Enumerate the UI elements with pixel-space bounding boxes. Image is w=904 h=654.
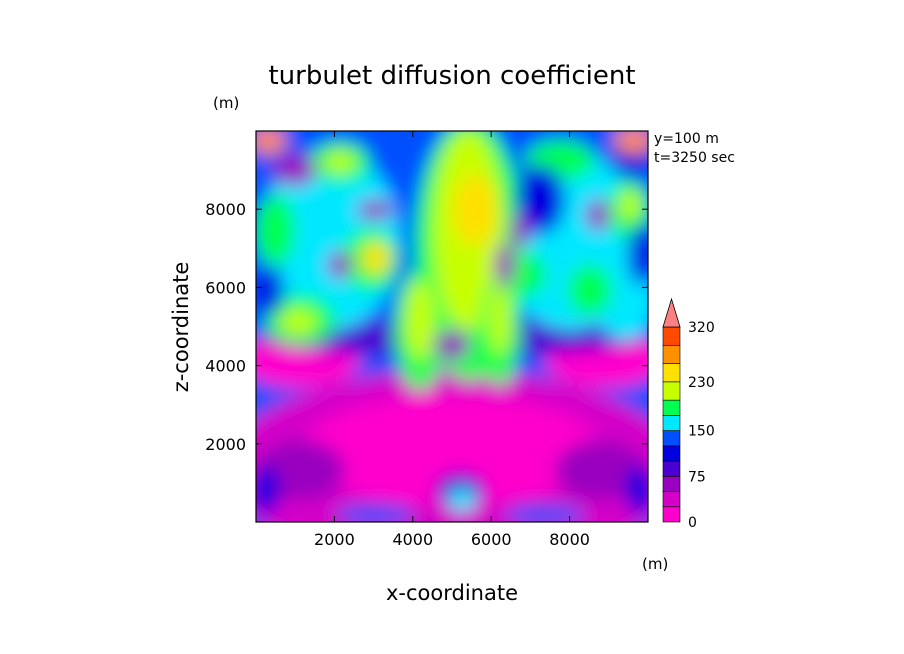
y-tick-label-3: 8000	[205, 200, 246, 219]
plot-frame	[255, 130, 649, 523]
contour-blob-48	[258, 131, 278, 142]
contour-blob-9	[625, 465, 648, 515]
contour-blob-34	[490, 285, 510, 355]
contour-blob-39	[515, 165, 565, 235]
x-axis-label: x-coordinate	[386, 581, 518, 605]
annotation-t: t=3250 sec	[654, 150, 735, 166]
colorbar-label-2: 150	[688, 424, 715, 440]
colorbar-segment-10	[662, 344, 681, 364]
contour-blob-44	[256, 265, 284, 315]
colorbar-label-3: 230	[688, 375, 715, 391]
annotation-y: y=100 m	[654, 131, 719, 147]
colorbar-label-1: 75	[688, 469, 706, 485]
colorbar-segment-0	[662, 506, 681, 523]
chart-title: turbulet diffusion coefficient	[268, 61, 635, 91]
contour-blob-37	[357, 200, 393, 220]
contour-blob-49	[624, 131, 648, 142]
x-tick-label-3: 8000	[549, 530, 590, 549]
contour-blob-22	[325, 152, 355, 172]
colorbar-segment-7	[662, 399, 681, 416]
contour-blob-16	[256, 195, 295, 265]
colorbar-segment-9	[662, 363, 681, 383]
contour-blob-7	[448, 488, 476, 512]
colorbar-segment-5	[662, 430, 681, 447]
colorbar-segment-8	[662, 381, 681, 401]
y-tick-label-0: 2000	[205, 435, 246, 454]
contour-blob-43	[628, 225, 648, 285]
colorbar-label-4: 320	[688, 320, 715, 336]
colorbar-segment-11	[662, 326, 681, 346]
contour-blob-36	[273, 154, 317, 186]
contour-blob-35	[434, 330, 470, 360]
colorbar-segment-4	[662, 445, 681, 462]
x-tick-label-1: 4000	[392, 530, 433, 549]
contour-blob-8	[256, 465, 280, 515]
colorbar-label-0: 0	[688, 515, 697, 531]
contour-blob-25	[568, 265, 612, 315]
colorbar-segment-6	[662, 415, 681, 431]
x-axis-ticks: 2000 4000 6000 8000	[314, 131, 590, 549]
contour-blob-5	[555, 440, 645, 500]
colorbar-segment-2	[662, 475, 681, 492]
contour-blob-30	[453, 175, 497, 245]
x-tick-label-0: 2000	[314, 530, 355, 549]
contour-fields	[256, 131, 648, 522]
y-axis-label: z-coordinate	[169, 262, 193, 393]
colorbar-segment-1	[662, 491, 681, 508]
heatmap-plot-area	[256, 131, 648, 522]
contour-blob-41	[510, 212, 530, 248]
contour-blob-32	[406, 280, 434, 360]
x-tick-label-2: 6000	[471, 530, 512, 549]
contour-blob-11	[505, 505, 585, 522]
y-unit-label: (m)	[213, 94, 239, 112]
contour-blob-18	[280, 310, 316, 334]
colorbar-extend-arrow	[662, 297, 681, 328]
x-unit-label: (m)	[642, 555, 668, 573]
contour-blob-3	[302, 395, 602, 505]
contour-blob-20	[362, 242, 390, 274]
colorbar-segment-3	[662, 460, 681, 477]
y-tick-label-1: 4000	[205, 357, 246, 376]
colorbar: 0 75 150 230 320	[662, 297, 715, 531]
contour-blob-40	[586, 199, 610, 231]
contour-blob-10	[335, 505, 415, 522]
y-tick-label-2: 6000	[205, 278, 246, 297]
y-axis-ticks: 2000 4000 6000 8000	[205, 200, 648, 454]
contour-blob-42	[495, 243, 515, 287]
contour-blob-24	[620, 191, 640, 219]
contour-blob-38	[328, 251, 352, 279]
